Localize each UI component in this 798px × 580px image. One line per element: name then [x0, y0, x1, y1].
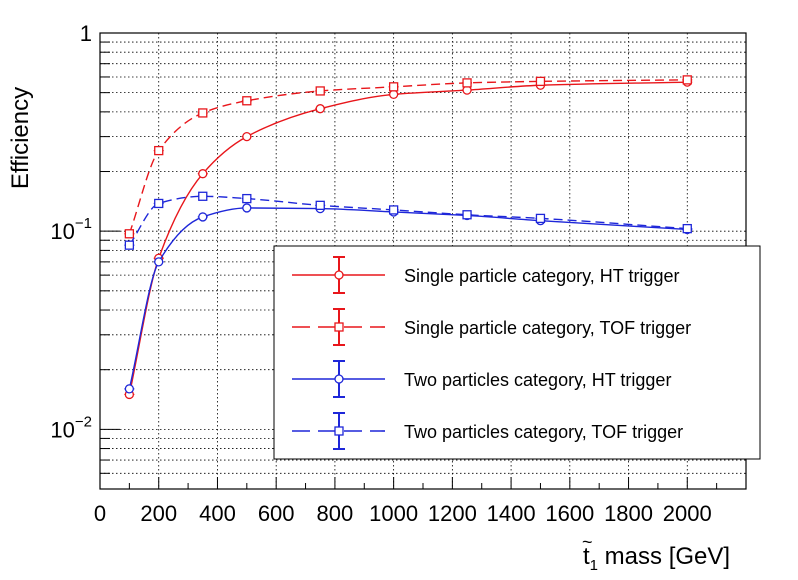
- legend-item: Single particle category, TOF trigger: [292, 308, 691, 346]
- series-1-point: [242, 131, 252, 142]
- series-2: [124, 75, 693, 239]
- legend-entries: Single particle category, HT trigger Sing…: [292, 256, 691, 450]
- series-layer: [124, 75, 693, 400]
- series-2-point: [242, 96, 252, 106]
- series-2-point: [462, 78, 472, 88]
- series-2-point: [154, 145, 164, 156]
- series-4-point: [535, 213, 546, 224]
- x-tick-label: 1800: [604, 501, 653, 526]
- x-tick-label: 800: [317, 501, 354, 526]
- series-2-point: [682, 75, 692, 85]
- x-tick-labels: 0 200 400 600 800 1000 1200 1400 1600 1800 2000: [94, 501, 712, 526]
- x-tick-label: 1400: [487, 501, 536, 526]
- series-1-point: [315, 104, 325, 114]
- series-2-point: [535, 76, 546, 87]
- x-tick-label: 1200: [428, 501, 477, 526]
- x-tick-label: 1600: [545, 501, 594, 526]
- series-1-point: [388, 89, 399, 100]
- series-4-point: [682, 223, 692, 234]
- y-tick-label: 1: [80, 21, 92, 46]
- x-axis-title-rest: mass [GeV]: [598, 543, 730, 570]
- legend-item: Two particles category, HT trigger: [292, 360, 671, 398]
- series-3-point: [242, 203, 252, 213]
- y-tick-label: 10−1: [50, 215, 92, 244]
- axis-ticks: [99, 32, 747, 490]
- legend-marker: [334, 322, 344, 332]
- x-tick-label: 200: [140, 501, 177, 526]
- series-4-point: [388, 205, 399, 215]
- series-2-point: [124, 229, 135, 239]
- x-axis-title-subscript: 1: [590, 557, 598, 574]
- legend-marker: [334, 426, 344, 436]
- series-3-point: [198, 212, 208, 222]
- legend: Single particle category, HT trigger Sing…: [273, 245, 761, 460]
- series-4-point: [154, 198, 164, 209]
- y-tick-labels: 1 10−1 10−2: [50, 21, 92, 442]
- legend-label: Single particle category, TOF trigger: [404, 318, 691, 338]
- series-4-point: [242, 193, 252, 204]
- series-4-point: [124, 240, 135, 250]
- x-tick-label: 1000: [369, 501, 418, 526]
- legend-label: Single particle category, HT trigger: [404, 266, 679, 286]
- y-tick-label: 10−2: [50, 413, 92, 442]
- x-tick-label: 0: [94, 501, 106, 526]
- series-1-point: [198, 169, 208, 179]
- legend-label: Two particles category, TOF trigger: [404, 422, 683, 442]
- legend-item: Single particle category, HT trigger: [292, 256, 679, 294]
- series-4-point: [462, 210, 472, 220]
- x-axis-title-main: t: [583, 543, 590, 570]
- x-axis-title: t1 mass [GeV] ~: [582, 532, 730, 574]
- series-3-point: [154, 257, 164, 267]
- series-4: [124, 191, 693, 250]
- legend-label: Two particles category, HT trigger: [404, 370, 671, 390]
- x-tick-label: 400: [199, 501, 236, 526]
- x-tick-label: 2000: [663, 501, 712, 526]
- series-2-point: [388, 82, 399, 92]
- series-4-point: [198, 191, 208, 201]
- legend-item: Two particles category, TOF trigger: [292, 412, 683, 450]
- x-tick-label: 600: [258, 501, 295, 526]
- legend-box: [273, 245, 761, 460]
- y-axis-title: Efficiency: [7, 87, 34, 189]
- series-3-point: [124, 384, 135, 394]
- legend-marker: [334, 270, 344, 280]
- legend-marker: [334, 374, 344, 384]
- svg-text:t1 mass [GeV]: t1 mass [GeV]: [583, 543, 730, 574]
- series-4-point: [315, 200, 325, 210]
- x-axis-title-tilde: ~: [582, 532, 593, 552]
- series-2-point: [198, 108, 208, 118]
- series-2-point: [315, 86, 325, 96]
